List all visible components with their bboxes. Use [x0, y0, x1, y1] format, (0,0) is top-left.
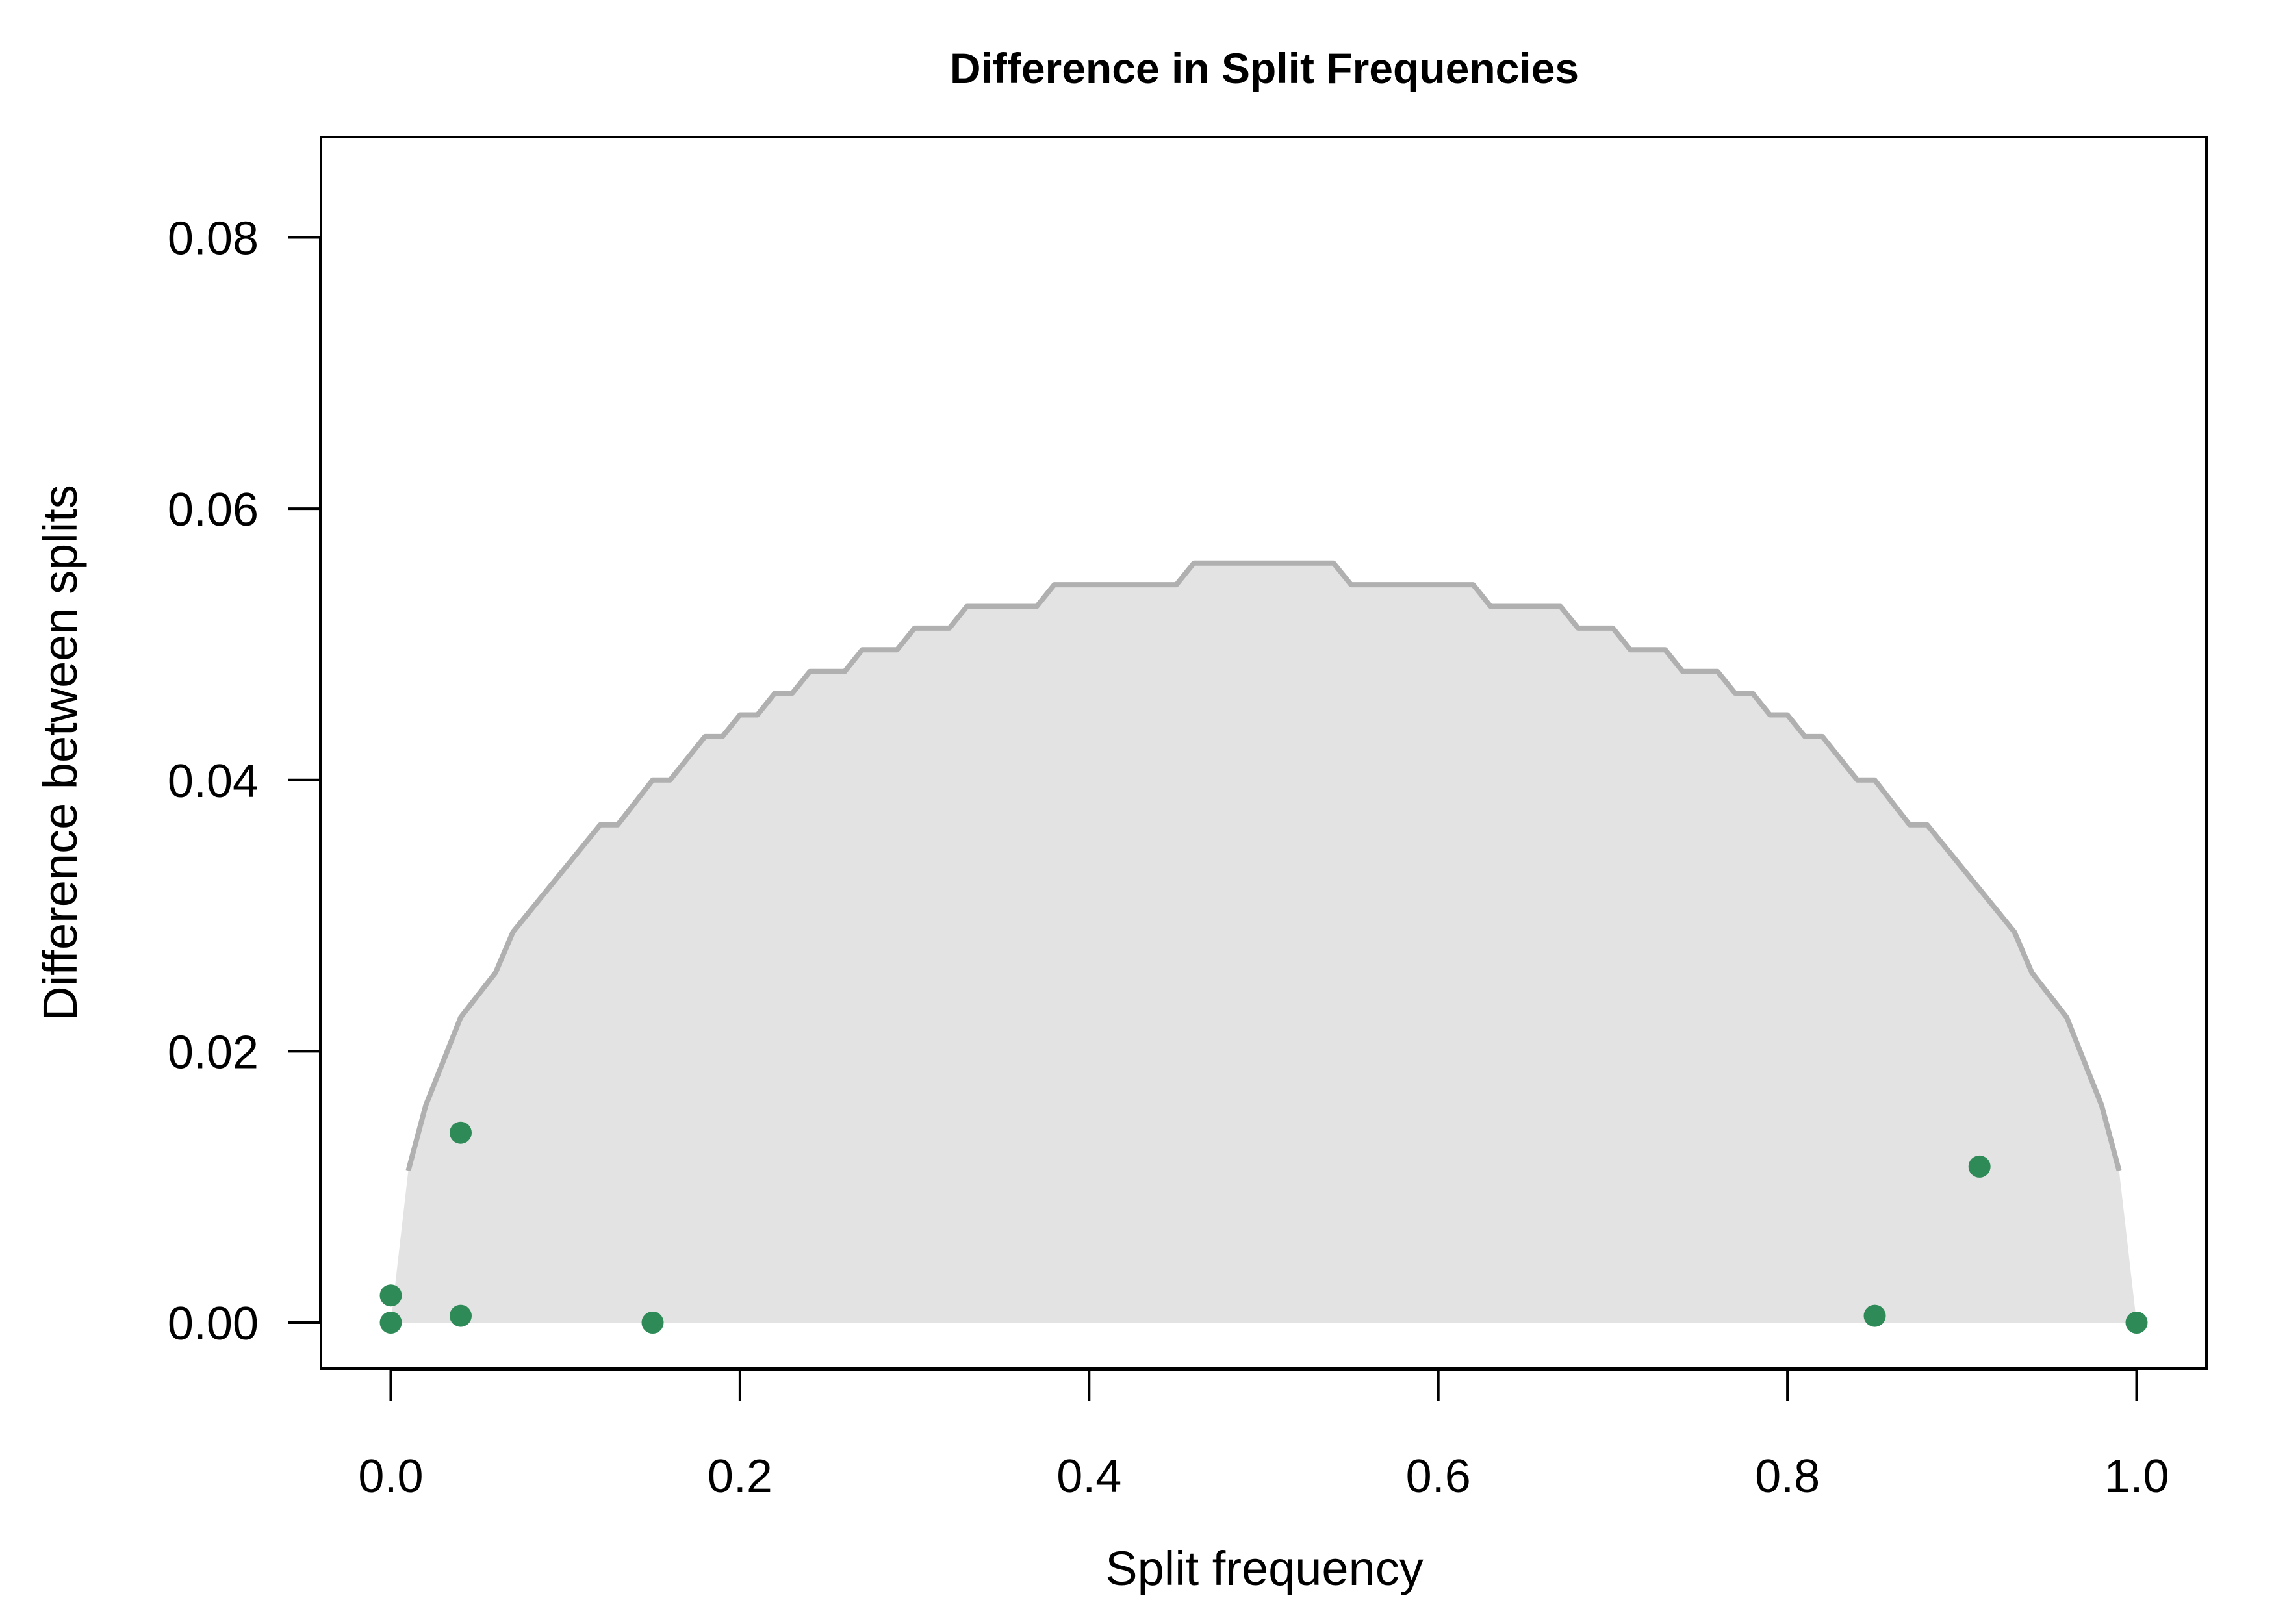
x-tick-label: 0.0 [358, 1451, 423, 1503]
y-tick-label: 0.02 [168, 1026, 259, 1078]
x-tick-label: 0.4 [1056, 1451, 1121, 1503]
y-tick-label: 0.06 [168, 484, 259, 536]
y-tick-label: 0.04 [168, 755, 259, 807]
y-tick-label: 0.00 [168, 1298, 259, 1350]
threshold-line [405, 560, 2122, 1172]
data-point [641, 1312, 664, 1334]
chart-title: Difference in Split Frequencies [950, 44, 1579, 92]
x-tick-label: 1.0 [2104, 1451, 2169, 1503]
threshold-region [390, 560, 2137, 1323]
threshold-fill [390, 563, 2137, 1323]
x-axis: 0.0 0.2 0.4 0.6 0.8 1.0 [358, 1368, 2169, 1503]
x-tick-label: 0.6 [1406, 1451, 1471, 1503]
x-tick-label: 0.8 [1755, 1451, 1820, 1503]
data-point [2125, 1312, 2148, 1334]
data-point [450, 1304, 472, 1327]
y-axis: 0.00 0.02 0.04 0.06 0.08 [168, 213, 322, 1350]
data-point [1863, 1304, 1886, 1327]
y-tick-label: 0.08 [168, 213, 259, 265]
data-point [1968, 1155, 1991, 1178]
y-axis-label: Difference between splits [33, 485, 87, 1021]
data-point [379, 1284, 402, 1307]
x-tick-label: 0.2 [708, 1451, 773, 1503]
data-point [450, 1121, 472, 1144]
points-layer [379, 1121, 2148, 1334]
data-point [379, 1312, 402, 1334]
x-axis-label: Split frequency [1105, 1542, 1424, 1595]
